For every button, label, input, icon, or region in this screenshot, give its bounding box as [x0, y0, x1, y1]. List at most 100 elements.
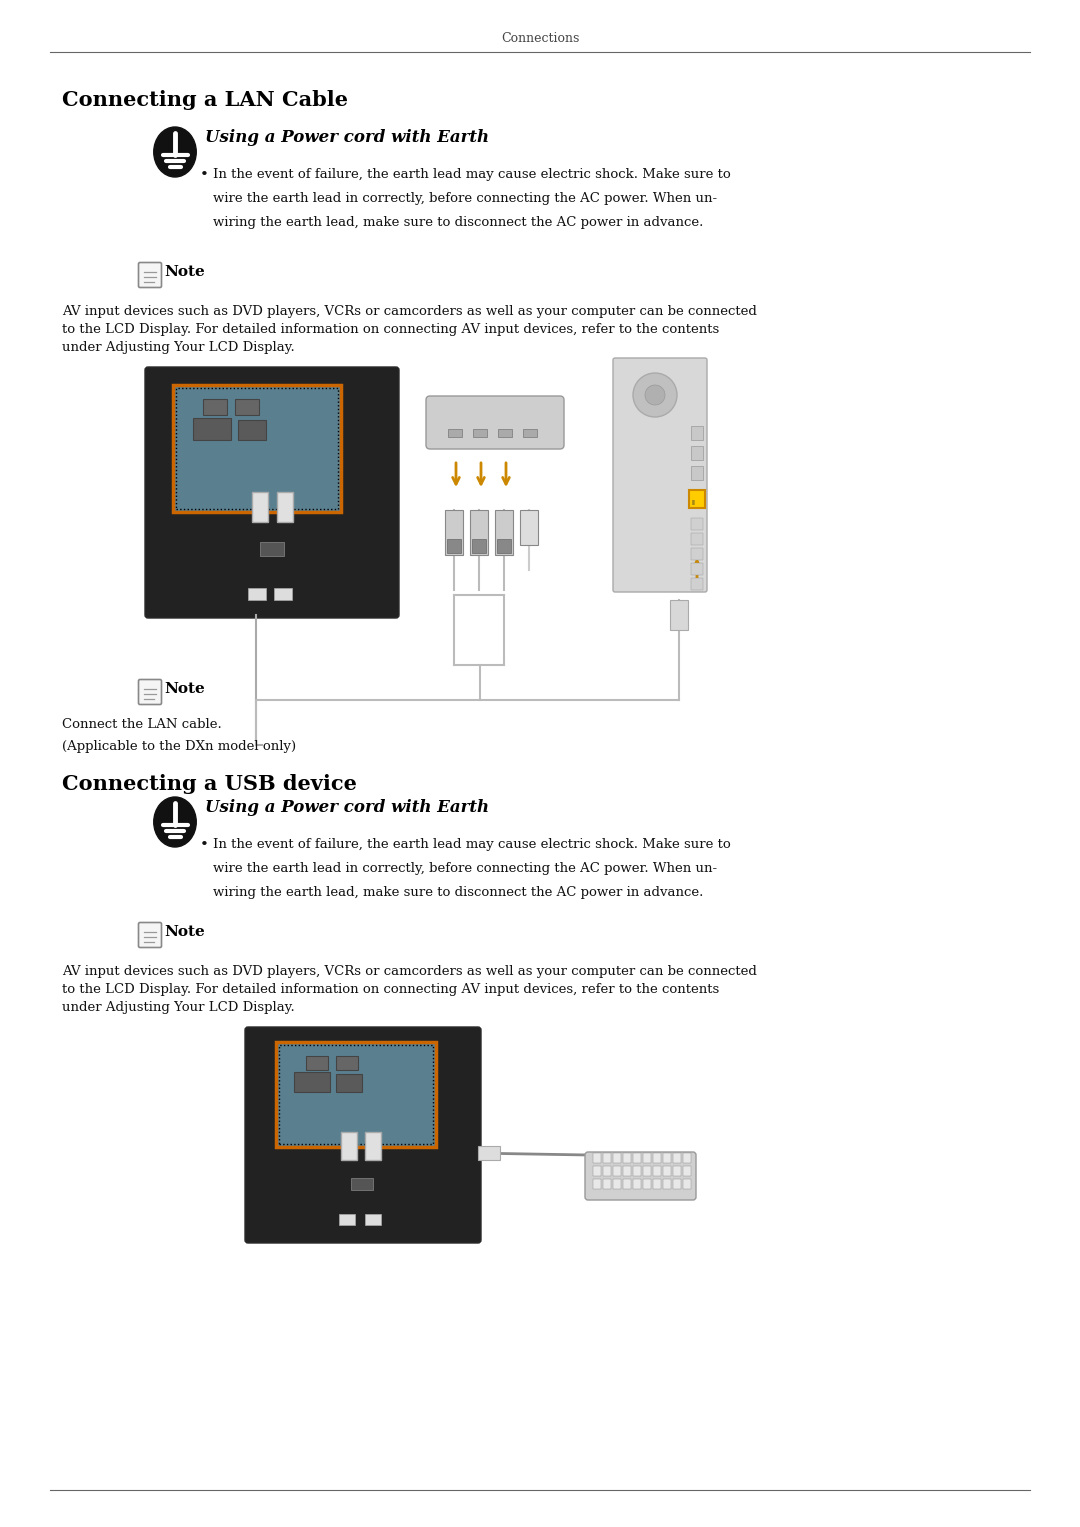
Bar: [691, 533, 703, 545]
FancyBboxPatch shape: [613, 357, 707, 592]
FancyBboxPatch shape: [426, 395, 564, 449]
Bar: [593, 1179, 600, 1190]
Bar: [683, 1153, 691, 1164]
Bar: [613, 1153, 621, 1164]
FancyBboxPatch shape: [138, 680, 162, 704]
Text: wiring the earth lead, make sure to disconnect the AC power in advance.: wiring the earth lead, make sure to disc…: [213, 886, 703, 899]
Bar: [472, 539, 486, 553]
Text: to the LCD Display. For detailed information on connecting AV input devices, ref: to the LCD Display. For detailed informa…: [62, 324, 719, 336]
Text: II: II: [691, 499, 696, 505]
Text: •: •: [200, 168, 208, 182]
Bar: [365, 1214, 381, 1225]
Bar: [593, 1167, 600, 1176]
Bar: [683, 1179, 691, 1190]
Text: Connecting a LAN Cable: Connecting a LAN Cable: [62, 90, 348, 110]
Bar: [252, 492, 268, 522]
Bar: [603, 1153, 611, 1164]
Text: •: •: [200, 838, 208, 852]
Bar: [498, 429, 512, 437]
Text: LAN: LAN: [252, 592, 265, 599]
Bar: [473, 429, 487, 437]
Bar: [691, 426, 703, 440]
Bar: [691, 518, 703, 530]
Ellipse shape: [153, 127, 197, 177]
Text: In the event of failure, the earth lead may cause electric shock. Make sure to: In the event of failure, the earth lead …: [213, 168, 731, 182]
Bar: [336, 1073, 362, 1092]
Text: AV input devices such as DVD players, VCRs or camcorders as well as your compute: AV input devices such as DVD players, VC…: [62, 305, 757, 318]
Text: Note: Note: [164, 683, 205, 696]
Bar: [663, 1179, 671, 1190]
Bar: [653, 1153, 661, 1164]
Circle shape: [645, 385, 665, 405]
Bar: [497, 539, 511, 553]
Bar: [203, 399, 227, 415]
Text: wire the earth lead in correctly, before connecting the AC power. When un-: wire the earth lead in correctly, before…: [213, 863, 717, 875]
Bar: [294, 1072, 330, 1092]
Bar: [623, 1179, 631, 1190]
Bar: [173, 385, 341, 513]
FancyBboxPatch shape: [138, 263, 162, 287]
Bar: [673, 1179, 681, 1190]
Bar: [643, 1153, 651, 1164]
Bar: [691, 548, 703, 560]
Bar: [613, 1167, 621, 1176]
Bar: [336, 1057, 357, 1070]
Bar: [683, 1167, 691, 1176]
Text: wire the earth lead in correctly, before connecting the AC power. When un-: wire the earth lead in correctly, before…: [213, 192, 717, 205]
Bar: [235, 399, 259, 415]
Text: under Adjusting Your LCD Display.: under Adjusting Your LCD Display.: [62, 1002, 295, 1014]
Bar: [276, 492, 293, 522]
Bar: [691, 579, 703, 589]
Bar: [613, 1179, 621, 1190]
Text: Connecting a USB device: Connecting a USB device: [62, 774, 356, 794]
Bar: [673, 1167, 681, 1176]
Text: (Applicable to the DXn model only): (Applicable to the DXn model only): [62, 741, 296, 753]
Bar: [279, 1044, 433, 1144]
Circle shape: [633, 373, 677, 417]
Text: Connect the LAN cable.: Connect the LAN cable.: [62, 718, 221, 731]
FancyBboxPatch shape: [585, 1151, 696, 1200]
FancyBboxPatch shape: [245, 1028, 481, 1243]
Bar: [691, 446, 703, 460]
Bar: [691, 563, 703, 576]
Bar: [351, 1177, 373, 1190]
Bar: [445, 510, 463, 554]
Bar: [470, 510, 488, 554]
Bar: [653, 1167, 661, 1176]
Bar: [478, 1145, 500, 1159]
Text: Note: Note: [164, 925, 205, 939]
Bar: [623, 1167, 631, 1176]
Bar: [448, 429, 462, 437]
Bar: [365, 1132, 381, 1161]
Bar: [519, 510, 538, 545]
Bar: [663, 1167, 671, 1176]
Text: Note: Note: [164, 266, 205, 279]
Text: AV input devices such as DVD players, VCRs or camcorders as well as your compute: AV input devices such as DVD players, VC…: [62, 965, 757, 977]
Ellipse shape: [153, 797, 197, 847]
Text: to the LCD Display. For detailed information on connecting AV input devices, ref: to the LCD Display. For detailed informa…: [62, 983, 719, 996]
Bar: [495, 510, 513, 554]
Bar: [306, 1057, 328, 1070]
Bar: [653, 1179, 661, 1190]
Bar: [248, 588, 266, 600]
Bar: [341, 1132, 357, 1161]
Bar: [603, 1179, 611, 1190]
Text: wiring the earth lead, make sure to disconnect the AC power in advance.: wiring the earth lead, make sure to disc…: [213, 215, 703, 229]
Text: Using a Power cord with Earth: Using a Power cord with Earth: [205, 130, 489, 147]
Bar: [691, 466, 703, 479]
Bar: [603, 1167, 611, 1176]
Bar: [670, 600, 688, 631]
Bar: [193, 418, 231, 440]
Bar: [643, 1179, 651, 1190]
Bar: [633, 1153, 642, 1164]
Bar: [593, 1153, 600, 1164]
Text: under Adjusting Your LCD Display.: under Adjusting Your LCD Display.: [62, 341, 295, 354]
FancyBboxPatch shape: [138, 922, 162, 947]
Bar: [633, 1179, 642, 1190]
Bar: [523, 429, 537, 437]
Bar: [339, 1214, 355, 1225]
Bar: [673, 1153, 681, 1164]
Bar: [663, 1153, 671, 1164]
Bar: [274, 588, 292, 600]
Bar: [689, 490, 705, 508]
